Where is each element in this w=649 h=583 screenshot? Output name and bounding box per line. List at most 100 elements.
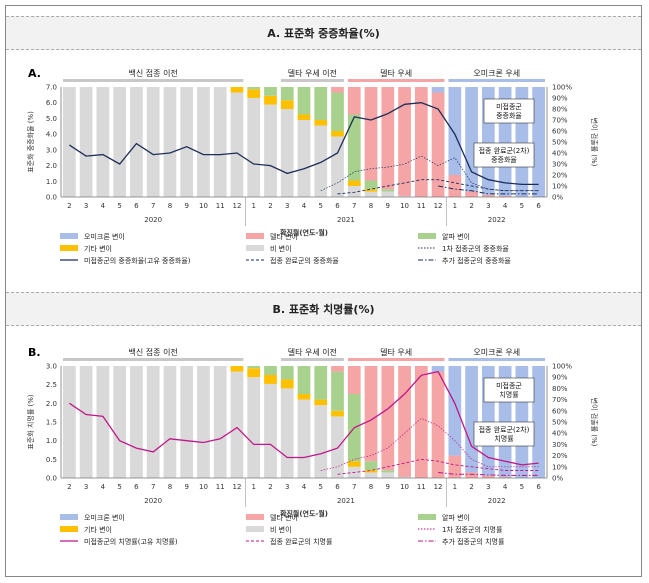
panel-label-a: A. [28,67,41,80]
bar-none-b-9 [213,366,227,478]
y2-tick-b-8: 80% [552,385,568,393]
bar-none-a-5 [146,87,160,197]
x-tick-b-12: 2 [268,483,272,491]
segment-label-b-2: 델타 우세 [380,348,412,357]
bar-delta-b-23 [448,455,462,478]
y2-tick-b-4: 40% [552,430,568,438]
segment-label-a-1: 델타 우세 이전 [288,68,337,78]
x-tick-a-21: 11 [417,202,426,210]
bar-delta-b-24 [465,472,478,478]
bar-delta-a-20 [398,87,411,196]
bar-other-b-17 [347,461,361,467]
legend-swatch-b-1 [246,514,264,520]
x-tick-b-4: 6 [134,483,139,491]
x-tick-b-23: 1 [453,483,457,491]
legend-label-a-0: 오미크론 변이 [84,232,125,241]
legend-label-a-7: 접종 완료군의 중증화율 [270,256,339,265]
x-tick-a-10: 12 [233,202,242,210]
y2-tick-b-2: 20% [552,452,568,460]
bar-alpha-a-16 [331,92,344,131]
x-tick-b-27: 5 [520,483,524,491]
bar-other-b-10 [230,366,244,372]
bar-other-b-15 [314,399,328,406]
x-tick-a-19: 9 [386,202,390,210]
bar-none-a-14 [297,120,311,197]
y-tick-b-1: 0.5 [46,456,57,464]
bar-none-a-3 [113,87,127,197]
bar-none-a-17 [347,186,361,197]
x-tick-b-1: 3 [84,483,88,491]
bar-omicron-b-24 [465,366,478,473]
bar-delta-a-22 [431,92,445,197]
bar-none-b-0 [63,366,76,478]
x-tick-b-28: 6 [536,483,541,491]
bar-none-a-18 [364,191,378,197]
x-tick-b-15: 5 [319,483,323,491]
legend-swatch-a-1 [246,233,264,239]
legend-label-a-6: 미접종군의 중증화율(고유 중증화율) [84,256,191,265]
bar-delta-a-24 [465,191,478,197]
bar-delta-a-23 [448,175,462,197]
x-tick-a-8: 10 [199,202,208,210]
y-tick-b-4: 2.0 [46,400,57,408]
bar-alpha-a-14 [297,87,311,115]
annotation-text-a-0-2: 중증화율 [496,112,522,120]
segment-bar-a-2 [347,79,445,82]
y2-tick-b-10: 100% [552,363,572,371]
figure-frame [5,5,642,577]
x-tick-a-22: 12 [434,202,443,210]
y2-tick-b-0: 0% [552,475,563,483]
legend-swatch-a-2 [418,233,436,239]
series-line-b-3 [438,471,539,476]
annotation-box-b-1 [473,421,535,447]
y2-tick-b-3: 30% [552,441,568,449]
legend-label-a-4: 비 변이 [270,244,292,253]
bar-delta-b-17 [347,366,361,394]
x-tick-b-6: 8 [168,483,172,491]
y-tick-b-3: 1.5 [46,419,57,427]
legend-swatch-b-0 [60,514,78,520]
legend-label-b-3: 기타 변이 [84,525,112,534]
segment-bar-b-2 [347,358,445,361]
bar-omicron-a-23 [448,87,462,175]
x-tick-b-25: 3 [486,483,490,491]
bar-none-b-3 [113,366,127,478]
y2-tick-a-4: 40% [552,150,568,158]
x-tick-a-0: 2 [67,202,71,210]
annotation-text-a-1-1: 접종 완료군(2차) [479,146,530,155]
legend-swatch-b-3 [60,526,78,532]
x-tick-a-17: 7 [352,202,356,210]
bar-alpha-a-17 [347,114,361,181]
annotation-text-b-1-1: 접종 완료군(2차) [479,425,530,434]
x-tick-b-10: 12 [233,483,242,491]
bar-none-a-12 [264,104,277,197]
annotation-text-b-0-2: 치명률 [499,390,519,399]
y2-tick-a-0: 0% [552,194,563,202]
bar-other-a-11 [247,89,261,98]
bar-other-a-15 [314,120,328,126]
y-tick-b-5: 2.5 [46,381,57,389]
legend-label-b-2: 알파 변이 [442,513,470,522]
legend-label-b-7: 접종 완료군의 치명률 [270,537,333,546]
segment-bar-a-1 [280,79,344,82]
legend-swatch-a-4 [246,245,264,251]
x-tick-b-22: 12 [434,483,443,491]
bar-alpha-b-12 [264,366,277,375]
x-tick-b-19: 9 [386,483,390,491]
legend-swatch-a-0 [60,233,78,239]
legend-label-b-5: 1차 접종군의 치명률 [442,525,503,534]
bar-none-a-15 [314,125,328,197]
bar-none-b-2 [96,366,110,478]
series-line-a-0 [69,102,539,186]
year-label-b-1: 2021 [337,497,355,505]
annotation-text-b-1-2: 치명률 [494,434,514,443]
y2-tick-b-6: 60% [552,407,568,415]
legend-label-a-2: 알파 변이 [442,232,470,241]
x-tick-b-26: 4 [503,483,508,491]
y-tick-b-6: 3.0 [46,363,57,371]
y-tick-a-2: 2.0 [46,162,57,170]
x-tick-b-17: 7 [352,483,356,491]
y2-axis-label-b: 변이 검출률 (%) [590,398,599,447]
bar-other-a-14 [297,114,311,120]
annotation-box-b-0 [483,377,535,403]
